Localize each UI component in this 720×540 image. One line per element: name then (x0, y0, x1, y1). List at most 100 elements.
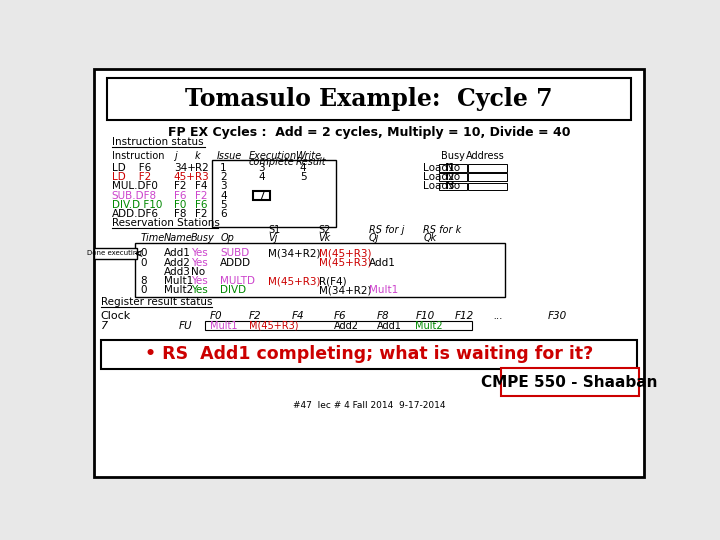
Text: 45+: 45+ (174, 172, 196, 182)
Text: 0: 0 (140, 258, 147, 268)
Text: 2: 2 (220, 172, 227, 182)
Bar (253, 191, 270, 200)
Text: MULTD: MULTD (220, 276, 255, 286)
Text: Load1: Load1 (423, 163, 455, 173)
Text: M(34+R2): M(34+R2) (319, 286, 371, 295)
Bar (438, 173, 467, 181)
Text: Mult2: Mult2 (415, 321, 443, 331)
Text: S2: S2 (319, 225, 331, 235)
Text: RS for j: RS for j (369, 225, 405, 235)
Text: Vk: Vk (319, 233, 331, 243)
Text: Mult1: Mult1 (369, 286, 398, 295)
Text: Op: Op (220, 233, 234, 243)
Text: Add1: Add1 (369, 258, 396, 268)
Text: Done executing: Done executing (87, 251, 142, 256)
Text: Mult1: Mult1 (210, 321, 238, 331)
Text: Clock: Clock (101, 311, 131, 321)
Text: Add2: Add2 (334, 321, 359, 331)
Text: RS for k: RS for k (423, 225, 462, 235)
Text: j: j (174, 151, 176, 161)
Text: Yes: Yes (191, 276, 207, 286)
Text: Execution: Execution (249, 151, 297, 161)
Text: F10: F10 (415, 311, 435, 321)
Text: F30: F30 (547, 311, 567, 321)
Text: F4: F4 (292, 311, 304, 321)
Text: S1: S1 (269, 225, 281, 235)
Text: ...: ... (493, 311, 503, 321)
Text: 5: 5 (300, 172, 307, 182)
Text: Add2: Add2 (163, 258, 191, 268)
Text: No: No (446, 181, 460, 192)
Text: Add1: Add1 (163, 248, 191, 259)
Text: Reservation Stations: Reservation Stations (112, 218, 220, 228)
Text: SUBD: SUBD (220, 248, 249, 259)
Text: R2: R2 (194, 163, 208, 173)
Text: Add3: Add3 (163, 267, 191, 277)
Text: DIVD: DIVD (220, 286, 246, 295)
Text: 0: 0 (140, 248, 147, 259)
Text: Qk: Qk (423, 233, 436, 243)
Text: complete: complete (249, 157, 294, 167)
Text: CMPE 550 - Shaaban: CMPE 550 - Shaaban (482, 375, 658, 389)
Text: Result: Result (295, 157, 326, 167)
Text: • RS  Add1 completing; what is waiting for it?: • RS Add1 completing; what is waiting fo… (145, 345, 593, 363)
Bar (438, 183, 467, 190)
Text: Issue: Issue (216, 151, 242, 161)
Text: F2: F2 (249, 311, 261, 321)
Text: 4: 4 (258, 172, 264, 182)
Text: Instruction: Instruction (112, 151, 164, 161)
Bar (500, 368, 639, 396)
Text: Load3: Load3 (423, 181, 455, 192)
Text: 5: 5 (220, 200, 227, 210)
Text: Write: Write (295, 151, 322, 161)
Text: Mult1: Mult1 (163, 276, 193, 286)
Text: M(45+R3): M(45+R3) (269, 276, 320, 286)
Text: F2: F2 (194, 209, 207, 219)
Text: F2: F2 (194, 191, 207, 201)
Text: Address: Address (466, 151, 505, 161)
Text: ADDD: ADDD (220, 258, 251, 268)
Text: F6: F6 (194, 200, 207, 210)
Text: F6: F6 (174, 191, 186, 201)
Text: k: k (194, 151, 200, 161)
Text: F2: F2 (174, 181, 186, 192)
Bar (107, 78, 631, 120)
Bar (212, 159, 336, 226)
Text: 4: 4 (220, 191, 227, 201)
Text: F0: F0 (210, 311, 222, 321)
Bar (135, 244, 505, 298)
Text: 7: 7 (258, 191, 264, 201)
Bar (204, 321, 472, 330)
Text: 8: 8 (140, 276, 147, 286)
Text: Yes: Yes (191, 286, 207, 295)
Text: Time: Time (140, 233, 165, 243)
Text: No: No (446, 163, 460, 173)
Text: R(F4): R(F4) (319, 276, 346, 286)
Bar (438, 164, 467, 172)
Text: Load2: Load2 (423, 172, 455, 182)
Text: M(45+R3): M(45+R3) (319, 258, 371, 268)
Text: F4: F4 (194, 181, 207, 192)
Text: Register result status: Register result status (101, 296, 212, 307)
Text: 3: 3 (258, 163, 264, 173)
Text: F0: F0 (174, 200, 186, 210)
Text: F12: F12 (454, 311, 474, 321)
Text: #47  lec # 4 Fall 2014  9-17-2014: #47 lec # 4 Fall 2014 9-17-2014 (293, 401, 445, 410)
Text: F8: F8 (377, 311, 390, 321)
Text: 0: 0 (140, 286, 147, 295)
Text: 6: 6 (220, 209, 227, 219)
Text: FU: FU (179, 321, 193, 331)
Text: 3: 3 (220, 181, 227, 192)
Text: DIV.D F10: DIV.D F10 (112, 200, 162, 210)
Text: M(45+R3): M(45+R3) (319, 248, 371, 259)
Text: Instruction status: Instruction status (112, 137, 203, 147)
Text: Qj: Qj (369, 233, 379, 243)
Text: Name: Name (163, 233, 192, 243)
Text: Busy: Busy (191, 233, 215, 243)
Text: Vj: Vj (269, 233, 278, 243)
Text: 4: 4 (300, 163, 307, 173)
Text: M(34+R2): M(34+R2) (269, 248, 320, 259)
Text: No: No (191, 267, 205, 277)
Text: R3: R3 (194, 172, 208, 182)
Text: SUB.DF8: SUB.DF8 (112, 191, 157, 201)
